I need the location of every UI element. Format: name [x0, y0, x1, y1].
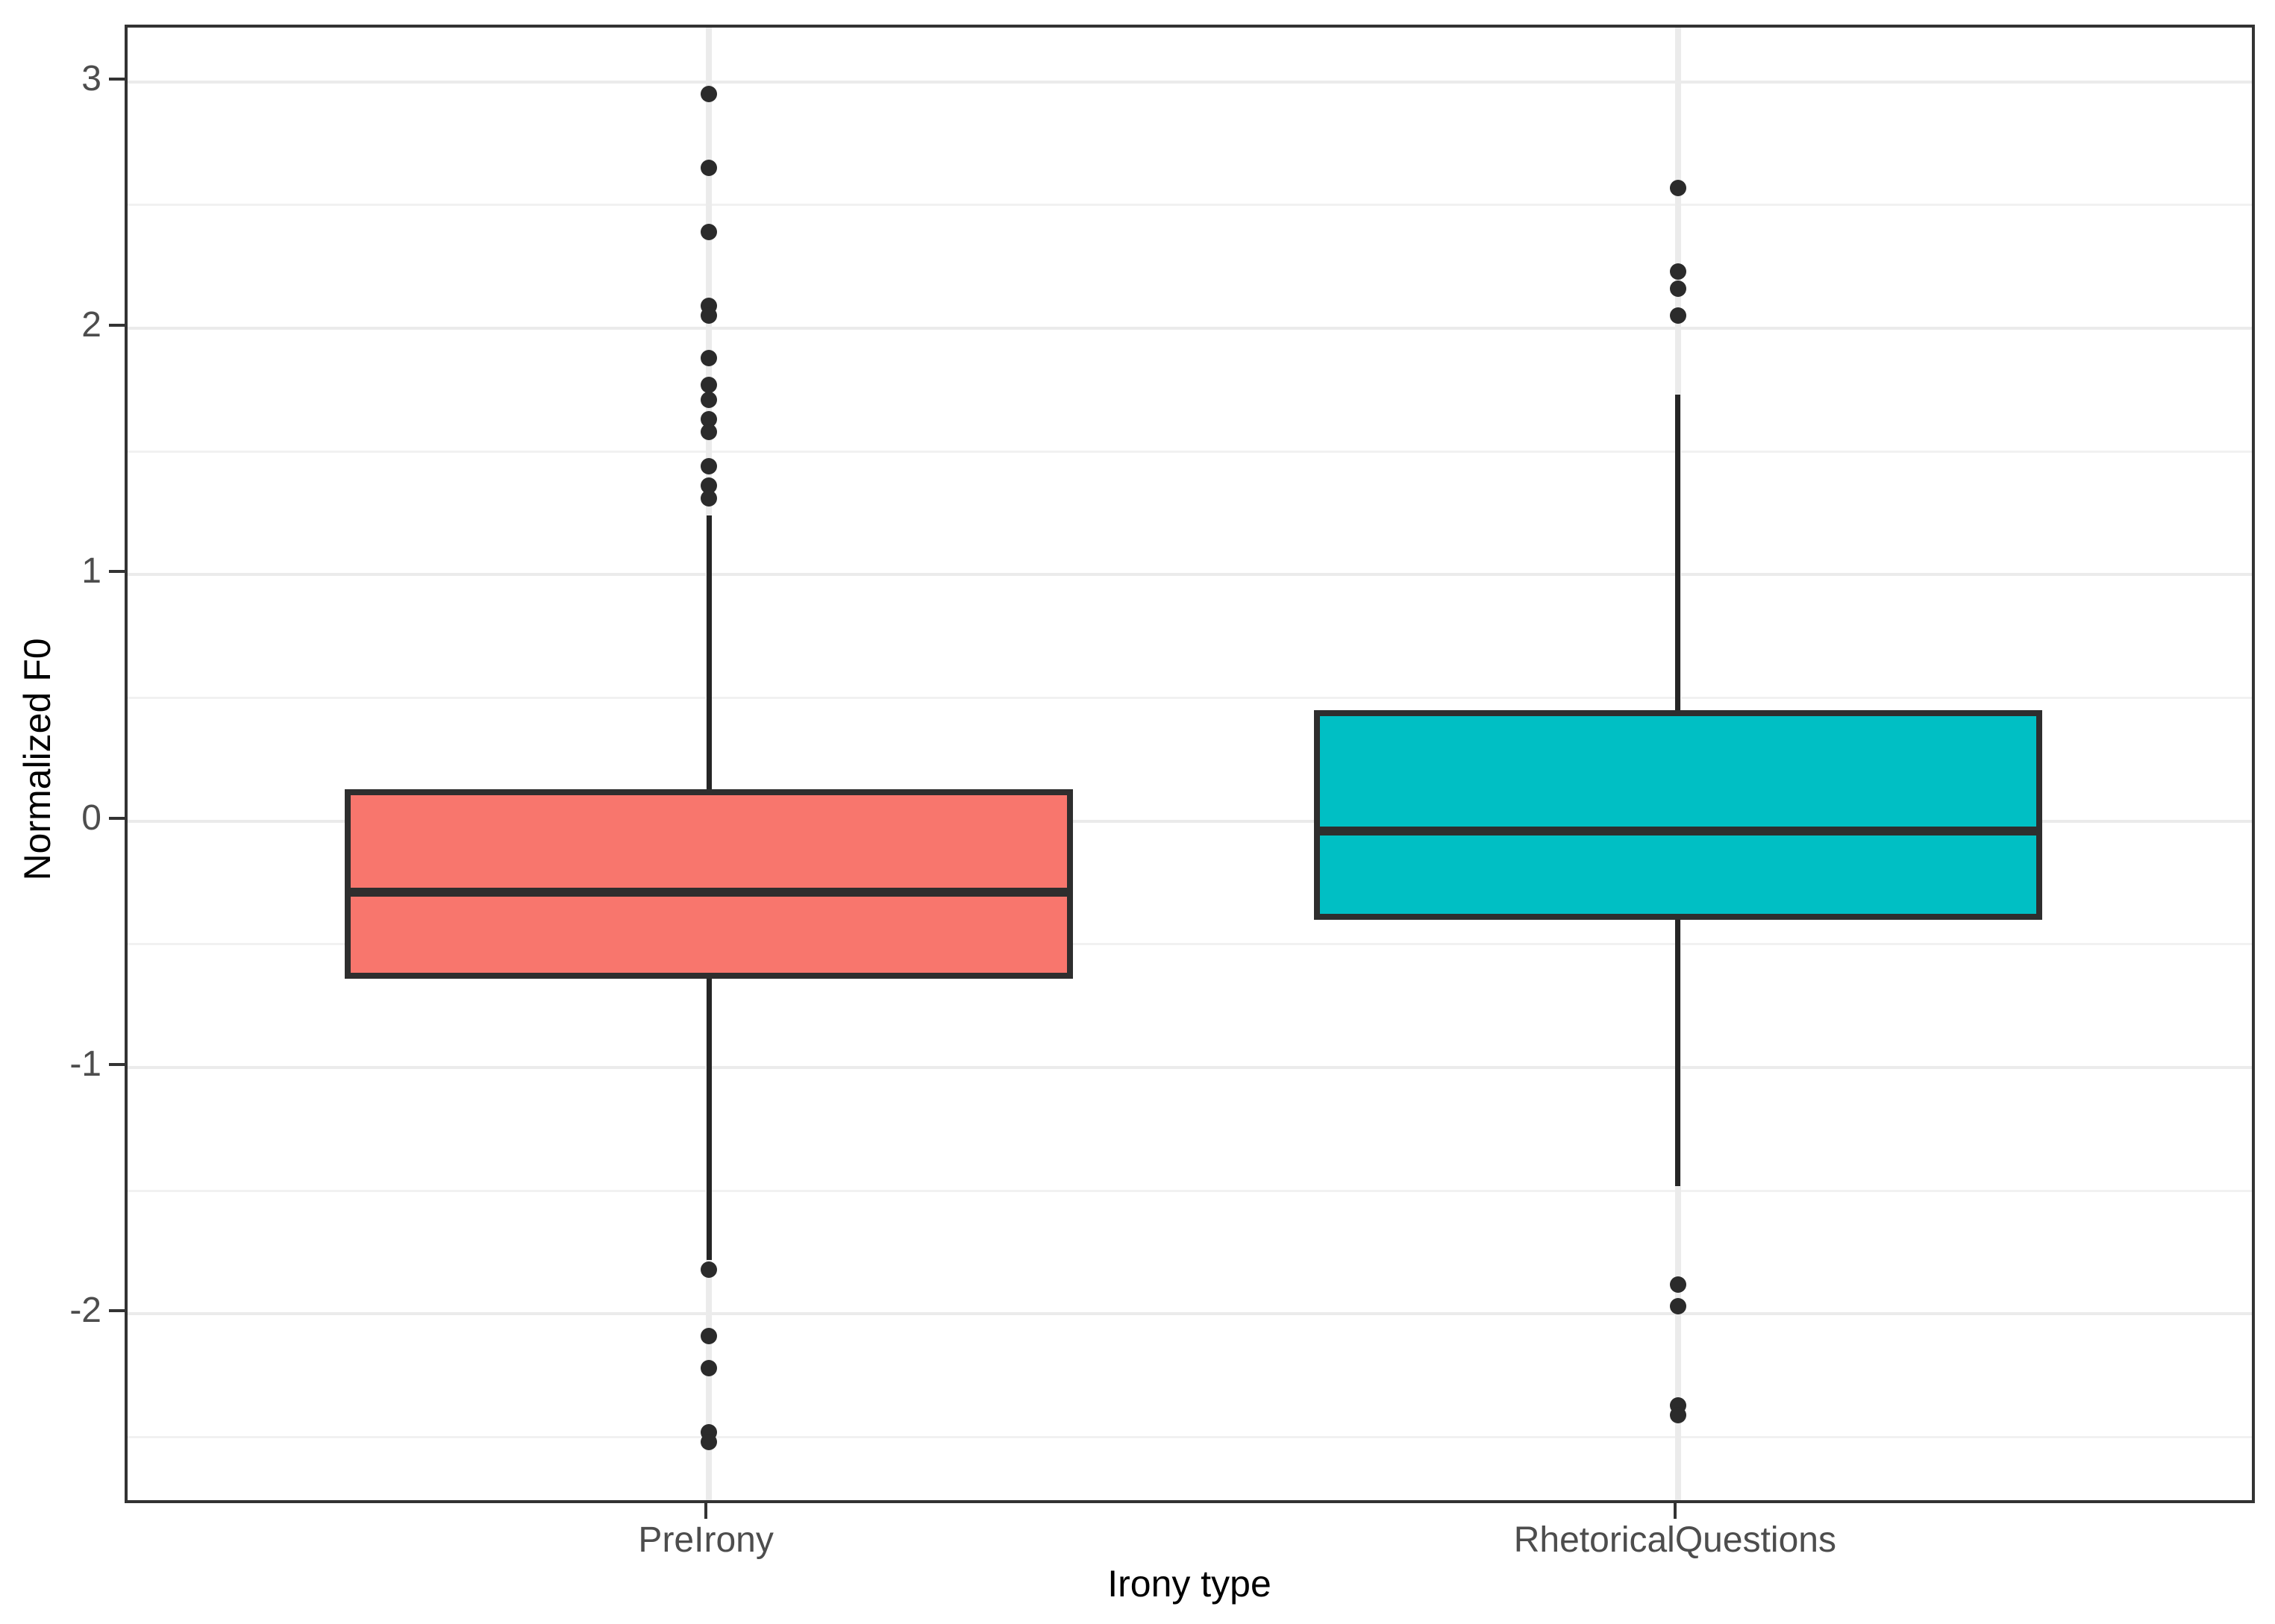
- outlier-point: [1669, 307, 1686, 325]
- outlier-point: [701, 1328, 718, 1345]
- outlier-point: [701, 1261, 718, 1278]
- outlier-point: [701, 1434, 718, 1451]
- outlier-point: [701, 86, 718, 103]
- outlier-point: [701, 307, 718, 325]
- outlier-point: [1669, 1406, 1686, 1423]
- gridline-minor: [128, 1436, 2252, 1438]
- gridline-minor: [128, 697, 2252, 699]
- y-tick-label: 3: [81, 58, 101, 98]
- outlier-point: [701, 489, 718, 507]
- median-line: [1313, 826, 2042, 835]
- x-axis-tick: [1673, 1503, 1677, 1519]
- outlier-point: [701, 423, 718, 440]
- gridline-major: [128, 1312, 2252, 1316]
- outlier-point: [701, 457, 718, 474]
- y-axis-tick: [109, 816, 125, 820]
- gridline-minor: [128, 943, 2252, 946]
- gridline-major: [128, 327, 2252, 330]
- gridline-major: [128, 819, 2252, 823]
- box-rhetoricalquestions: [1313, 710, 2042, 920]
- gridline-minor: [128, 450, 2252, 453]
- median-line: [345, 888, 1074, 897]
- y-axis-tick: [109, 1063, 125, 1066]
- outlier-point: [701, 391, 718, 408]
- x-tick-label: PreIrony: [638, 1520, 774, 1560]
- y-axis-tick: [109, 77, 125, 81]
- whisker-upper: [706, 515, 712, 789]
- whisker-lower: [1675, 919, 1681, 1186]
- gridline-major: [128, 1066, 2252, 1069]
- box-preirony: [345, 789, 1074, 979]
- whisker-upper: [1675, 395, 1681, 710]
- outlier-point: [1669, 179, 1686, 196]
- whisker-lower: [706, 979, 712, 1260]
- gridline-major: [128, 573, 2252, 577]
- gridline-minor: [128, 1189, 2252, 1192]
- outlier-point: [1669, 1298, 1686, 1315]
- y-tick-label: 1: [81, 551, 101, 592]
- x-axis-tick: [704, 1503, 708, 1519]
- x-axis-title: Irony type: [1107, 1563, 1271, 1605]
- outlier-point: [1669, 263, 1686, 280]
- gridline-major: [128, 80, 2252, 84]
- y-axis-tick: [109, 324, 125, 327]
- x-tick-label: RhetoricalQuestions: [1513, 1520, 1836, 1560]
- plot-panel: [125, 25, 2255, 1503]
- outlier-point: [701, 477, 718, 495]
- outlier-point: [701, 411, 718, 428]
- y-axis-title: Normalized F0: [16, 638, 58, 881]
- outlier-point: [1669, 280, 1686, 298]
- outlier-point: [1669, 1276, 1686, 1293]
- y-tick-label: 0: [81, 797, 101, 838]
- outlier-point: [701, 1360, 718, 1376]
- y-tick-label: -2: [69, 1291, 101, 1331]
- outlier-point: [701, 376, 718, 393]
- outlier-point: [701, 224, 718, 241]
- outlier-point: [701, 349, 718, 366]
- y-tick-label: 2: [81, 305, 101, 345]
- y-axis-tick: [109, 570, 125, 574]
- outlier-point: [701, 160, 718, 177]
- gridline-minor: [128, 204, 2252, 207]
- y-tick-label: -1: [69, 1044, 101, 1084]
- y-axis-tick: [109, 1309, 125, 1313]
